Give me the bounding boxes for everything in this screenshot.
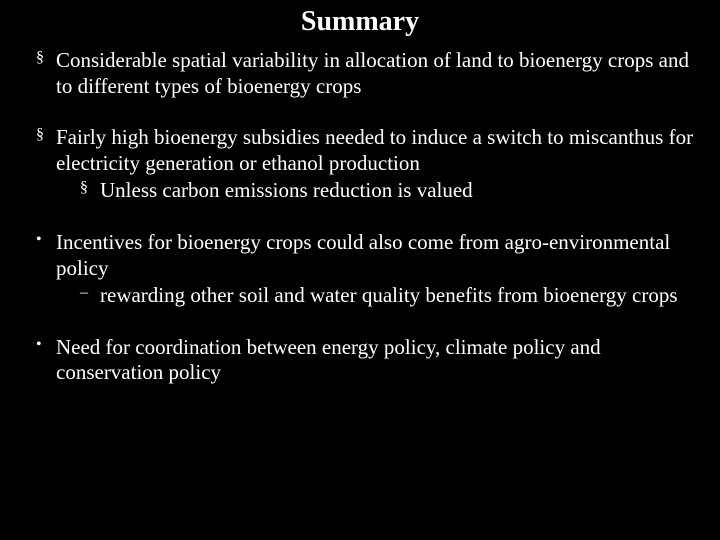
item-text: Considerable spatial variability in allo… (56, 48, 689, 98)
list-item: Unless carbon emissions reduction is val… (80, 178, 702, 204)
item-text: rewarding other soil and water quality b… (100, 283, 678, 307)
sub-list: rewarding other soil and water quality b… (56, 283, 702, 309)
list-item: Incentives for bioenergy crops could als… (36, 230, 702, 309)
item-text: Fairly high bioenergy subsidies needed t… (56, 125, 693, 175)
slide-title: Summary (18, 6, 702, 38)
summary-list: Considerable spatial variability in allo… (18, 48, 702, 386)
sub-list: Unless carbon emissions reduction is val… (56, 178, 702, 204)
item-text: Unless carbon emissions reduction is val… (100, 178, 473, 202)
item-text: Incentives for bioenergy crops could als… (56, 230, 670, 280)
list-item: Fairly high bioenergy subsidies needed t… (36, 125, 702, 204)
list-item: rewarding other soil and water quality b… (80, 283, 702, 309)
list-item: Considerable spatial variability in allo… (36, 48, 702, 99)
list-item: Need for coordination between energy pol… (36, 335, 702, 386)
item-text: Need for coordination between energy pol… (56, 335, 601, 385)
